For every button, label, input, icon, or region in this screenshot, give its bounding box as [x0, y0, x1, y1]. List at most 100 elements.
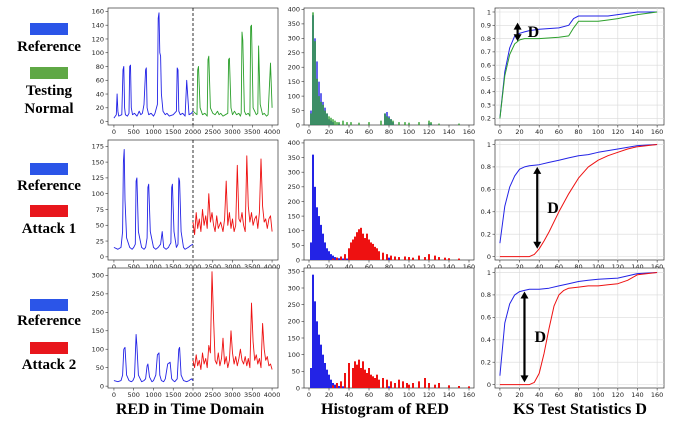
compare-histogram-bar: [404, 256, 406, 260]
compare-histogram-bar: [332, 258, 334, 260]
reference-histogram-bar: [314, 186, 316, 260]
reference-histogram-bar: [320, 344, 322, 388]
reference-histogram-bar: [310, 242, 312, 260]
x-tick-label: 100: [592, 391, 604, 399]
compare-histogram-bar: [332, 385, 334, 388]
y-tick-label: 150: [92, 327, 104, 335]
y-tick-label: 0: [296, 256, 300, 264]
x-tick-label: 1500: [165, 391, 182, 399]
y-tick-label: 250: [288, 301, 300, 309]
reference-series-line: [499, 11, 658, 119]
y-tick-label: 150: [92, 158, 104, 166]
compare-series-line: [192, 24, 273, 117]
ks-distance-label: D: [547, 200, 559, 217]
ks-distance-arrow-head-down: [533, 241, 542, 249]
y-tick-label: 0.2: [481, 115, 491, 123]
x-tick-label: 1000: [145, 128, 162, 136]
compare-histogram-bar: [418, 381, 420, 388]
y-tick-label: 100: [92, 49, 104, 57]
x-tick-label: 20: [325, 263, 333, 271]
x-tick-label: 120: [612, 263, 624, 271]
panel-r2-c2: 0 20 40 60 80 100 120 140 160 0 50 100 150 200 250 300 3…: [288, 139, 476, 271]
compare-histogram-bar: [406, 383, 408, 388]
y-tick-label: 0.4: [481, 208, 491, 216]
compare-histogram-bar: [334, 120, 336, 125]
x-tick-label: 80: [385, 128, 393, 136]
reference-series-line: [499, 272, 658, 376]
y-tick-label: 50: [96, 364, 104, 372]
x-tick-label: 80: [385, 391, 393, 399]
reference-histogram-bar: [326, 369, 328, 388]
x-tick-label: 60: [365, 263, 373, 271]
y-tick-label: 60: [96, 77, 104, 85]
y-tick-label: 0.3: [481, 101, 491, 109]
axes-frame: [303, 139, 475, 261]
x-tick-label: 160: [463, 263, 475, 271]
legend-row-1: Reference Testing Normal: [17, 23, 81, 117]
x-tick-label: 40: [535, 128, 543, 136]
compare-histogram-bar: [314, 41, 316, 125]
x-tick-label: 100: [403, 263, 415, 271]
reference-histogram-bar: [312, 274, 314, 388]
compare-series-line: [192, 271, 273, 370]
reference-histogram-bar: [322, 354, 324, 388]
x-tick-label: 120: [423, 391, 435, 399]
y-tick-label: 120: [92, 35, 104, 43]
compare-histogram-bar: [326, 113, 328, 125]
compare-histogram-bar: [394, 383, 396, 388]
compare-histogram-bar: [322, 104, 324, 125]
legend-swatch-testing: [30, 67, 68, 79]
y-tick-label: 0.9: [481, 22, 491, 30]
compare-histogram-bar: [404, 122, 406, 125]
y-tick-label: 50: [292, 242, 300, 250]
compare-histogram-bar: [342, 120, 344, 125]
x-tick-label: 2000: [185, 128, 202, 136]
reference-histogram-bar: [330, 254, 332, 260]
compare-histogram-bar: [358, 359, 360, 388]
compare-histogram-bar: [428, 254, 430, 260]
x-tick-label: 80: [574, 263, 582, 271]
chart-panels: 0 500 1000 1500 2000 2500 3000 3500 400002040608…: [92, 6, 665, 399]
x-tick-label: 160: [651, 391, 663, 399]
x-tick-label: 140: [631, 391, 643, 399]
x-tick-label: 0: [498, 263, 502, 271]
y-tick-label: 300: [288, 35, 300, 43]
x-tick-label: 80: [385, 263, 393, 271]
compare-histogram-bar: [412, 383, 414, 388]
x-tick-label: 4000: [264, 391, 281, 399]
y-tick-label: 0: [100, 253, 104, 261]
compare-series-line: [499, 11, 658, 119]
y-tick-label: 100: [92, 346, 104, 354]
compare-histogram-bar: [336, 383, 338, 388]
compare-histogram-bar: [372, 376, 374, 388]
y-tick-label: 200: [288, 198, 300, 206]
x-tick-label: 0: [112, 128, 116, 136]
x-tick-label: 4000: [264, 263, 281, 271]
y-tick-label: 150: [288, 212, 300, 220]
panel-r3-c3: 0 20 40 60 80 100 120 140 160 0 0.2 0.4 0.6 0.8 1 D: [481, 267, 665, 399]
legend-row-2: Reference Attack 1: [17, 163, 81, 237]
x-tick-label: 40: [535, 263, 543, 271]
legend-label-normal: Normal: [24, 101, 73, 117]
compare-histogram-bar: [380, 120, 382, 125]
compare-histogram-bar: [424, 378, 426, 388]
compare-histogram-bar: [448, 258, 450, 260]
y-tick-label: 80: [96, 63, 104, 71]
x-tick-label: 2500: [204, 128, 221, 136]
reference-histogram-bar: [342, 258, 344, 260]
reference-histogram-bar: [326, 248, 328, 260]
x-tick-label: 140: [631, 263, 643, 271]
x-tick-label: 60: [365, 391, 373, 399]
y-tick-label: 0: [100, 382, 104, 390]
y-tick-label: 0.5: [481, 75, 491, 83]
x-tick-label: 40: [535, 391, 543, 399]
compare-histogram-bar: [332, 119, 334, 125]
y-tick-label: 75: [96, 206, 104, 214]
compare-histogram-bar: [438, 383, 440, 388]
compare-histogram-bar: [352, 368, 354, 388]
compare-histogram-bar: [316, 78, 318, 125]
x-tick-label: 120: [612, 391, 624, 399]
reference-histogram-bar: [310, 368, 312, 388]
reference-histogram-bar: [324, 242, 326, 260]
